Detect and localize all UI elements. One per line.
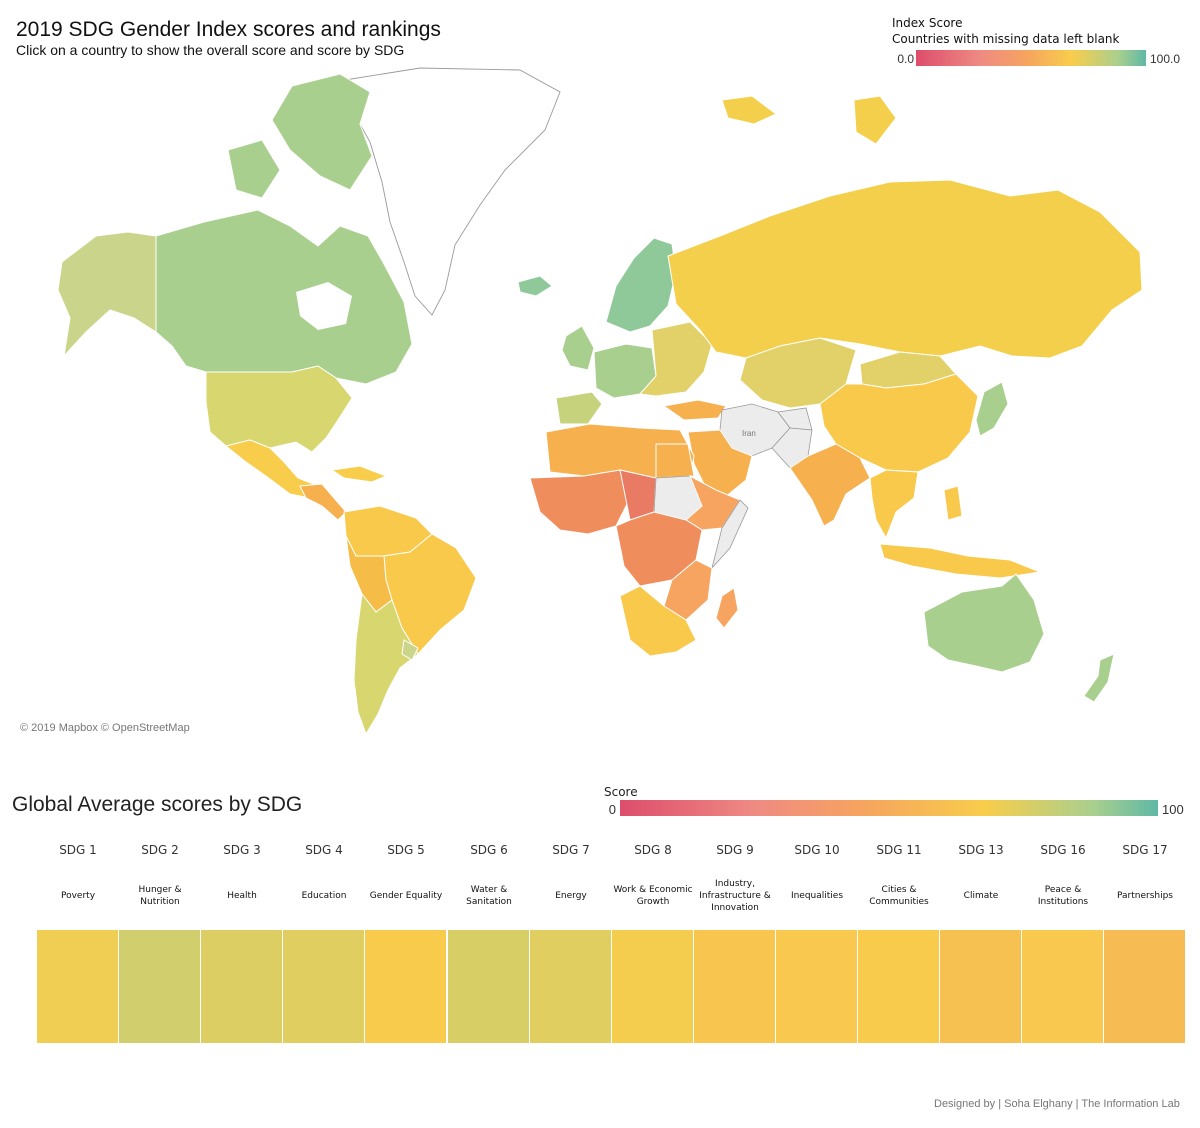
- heatmap-cell[interactable]: [776, 930, 857, 1043]
- hudson-bay: [296, 282, 352, 330]
- sdg-name-label: Water & Sanitation: [466, 885, 512, 907]
- sdg-code-label: SDG 3: [223, 843, 261, 857]
- country-somalia[interactable]: [711, 499, 749, 569]
- heatmap-cell[interactable]: [37, 930, 118, 1043]
- sdg-name-label: Inequalities: [790, 891, 844, 901]
- heatmap-cell[interactable]: [1104, 930, 1185, 1043]
- sdg-code-label: SDG 17: [1122, 843, 1168, 857]
- country-pakistan[interactable]: [771, 427, 813, 469]
- country-uk-ireland[interactable]: [561, 325, 595, 371]
- sdg-name-label: Peace & Institutions: [1037, 885, 1089, 907]
- country-chad[interactable]: [619, 469, 657, 521]
- country-new-zealand[interactable]: [1083, 653, 1115, 703]
- sdg-name-label: Cities & Communities: [869, 885, 929, 907]
- sdg-code-label: SDG 13: [958, 843, 1004, 857]
- country-central-africa[interactable]: [615, 511, 703, 587]
- heatmap-cell[interactable]: [694, 930, 775, 1043]
- sdg-code-label: SDG 1: [59, 843, 97, 857]
- country-eastern-europe[interactable]: [638, 321, 713, 397]
- sdg-code-label: SDG 11: [876, 843, 922, 857]
- sdg-name-label: Education: [301, 891, 347, 901]
- sdg-code-label: SDG 4: [305, 843, 343, 857]
- country-scandinavia[interactable]: [605, 237, 677, 333]
- country-central-america[interactable]: [299, 483, 347, 521]
- country-west-africa[interactable]: [529, 469, 631, 535]
- country-egypt[interactable]: [655, 443, 695, 479]
- score-legend-color-ramp: [620, 800, 1158, 816]
- sdg-code-label: SDG 16: [1040, 843, 1086, 857]
- map-legend-title: Index Score: [892, 16, 963, 30]
- sdg-name-label: Work & Economic Growth: [613, 885, 693, 907]
- country-russia[interactable]: [667, 179, 1143, 359]
- score-legend-title: Score: [604, 785, 638, 799]
- sdg-code-label: SDG 5: [387, 843, 425, 857]
- sdg-name-label: Partnerships: [1116, 891, 1173, 901]
- country-arabia[interactable]: [687, 429, 753, 499]
- country-madagascar[interactable]: [715, 587, 739, 629]
- heatmap-cell[interactable]: [365, 930, 446, 1043]
- sdg-name-label: Poverty: [60, 891, 96, 901]
- country-canada-arctic[interactable]: [271, 73, 373, 191]
- country-greenland[interactable]: [344, 67, 561, 316]
- country-caribbean[interactable]: [330, 465, 388, 483]
- heatmap-cell[interactable]: [940, 930, 1021, 1043]
- score-legend-max: 100: [1162, 802, 1184, 817]
- country-alaska[interactable]: [57, 231, 157, 358]
- sdg-name-label: Climate: [963, 891, 999, 901]
- country-canada-arctic-west[interactable]: [227, 139, 281, 199]
- country-uruguay[interactable]: [401, 639, 419, 661]
- country-southeast-asia[interactable]: [869, 469, 919, 540]
- sdg-code-label: SDG 2: [141, 843, 179, 857]
- country-russia-arctic[interactable]: [721, 95, 777, 125]
- heatmap-title: Global Average scores by SDG: [12, 793, 303, 816]
- country-australia[interactable]: [923, 573, 1045, 673]
- country-southern-cone[interactable]: [353, 592, 419, 736]
- map-attribution[interactable]: © 2019 Mapbox © OpenStreetMap: [20, 722, 190, 734]
- heatmap-cell[interactable]: [530, 930, 611, 1043]
- country-russia-islands[interactable]: [853, 95, 897, 145]
- country-southern-africa[interactable]: [619, 585, 697, 657]
- sdg-code-label: SDG 9: [716, 843, 754, 857]
- heatmap-cell[interactable]: [448, 930, 529, 1043]
- country-japan[interactable]: [975, 381, 1009, 437]
- sdg-name-label: Hunger & Nutrition: [138, 885, 182, 907]
- label-iran: Iran: [742, 429, 756, 438]
- country-iceland[interactable]: [517, 275, 553, 297]
- country-turkey[interactable]: [662, 399, 727, 421]
- world-choropleth-map[interactable]: Iran: [0, 60, 1200, 750]
- map-legend-min: 0.0: [897, 52, 914, 66]
- heatmap-cell[interactable]: [612, 930, 693, 1043]
- country-indonesia[interactable]: [879, 543, 1042, 579]
- sdg-code-label: SDG 7: [552, 843, 590, 857]
- heatmap-cell[interactable]: [858, 930, 939, 1043]
- country-iberia[interactable]: [555, 391, 603, 425]
- sdg-name-label: Gender Equality: [369, 891, 443, 901]
- country-canada[interactable]: [155, 209, 413, 385]
- map-subtitle: Click on a country to show the overall s…: [16, 42, 405, 58]
- sdg-name-label: Energy: [555, 891, 587, 901]
- sdg-name-label: Health: [227, 891, 257, 901]
- country-india[interactable]: [789, 443, 871, 527]
- heatmap-cell[interactable]: [1022, 930, 1103, 1043]
- sdg-code-label: SDG 10: [794, 843, 840, 857]
- sdg-code-label: SDG 6: [470, 843, 508, 857]
- sdg-name-label: Industry, Infrastructure & Innovation: [699, 879, 771, 913]
- heatmap-cell[interactable]: [119, 930, 200, 1043]
- map-legend-max: 100.0: [1150, 52, 1181, 66]
- map-legend-color-ramp: [916, 50, 1146, 66]
- map-legend-note: Countries with missing data left blank: [892, 32, 1120, 46]
- heatmap-cell[interactable]: [201, 930, 282, 1043]
- designer-credit: Designed by | Soha Elghany | The Informa…: [934, 1098, 1180, 1110]
- score-legend-min: 0: [608, 802, 616, 817]
- country-philippines[interactable]: [943, 485, 963, 521]
- heatmap-cell[interactable]: [283, 930, 364, 1043]
- map-title: 2019 SDG Gender Index scores and ranking…: [16, 18, 441, 41]
- sdg-code-label: SDG 8: [634, 843, 672, 857]
- country-usa[interactable]: [205, 365, 353, 453]
- country-horn-africa[interactable]: [685, 474, 741, 531]
